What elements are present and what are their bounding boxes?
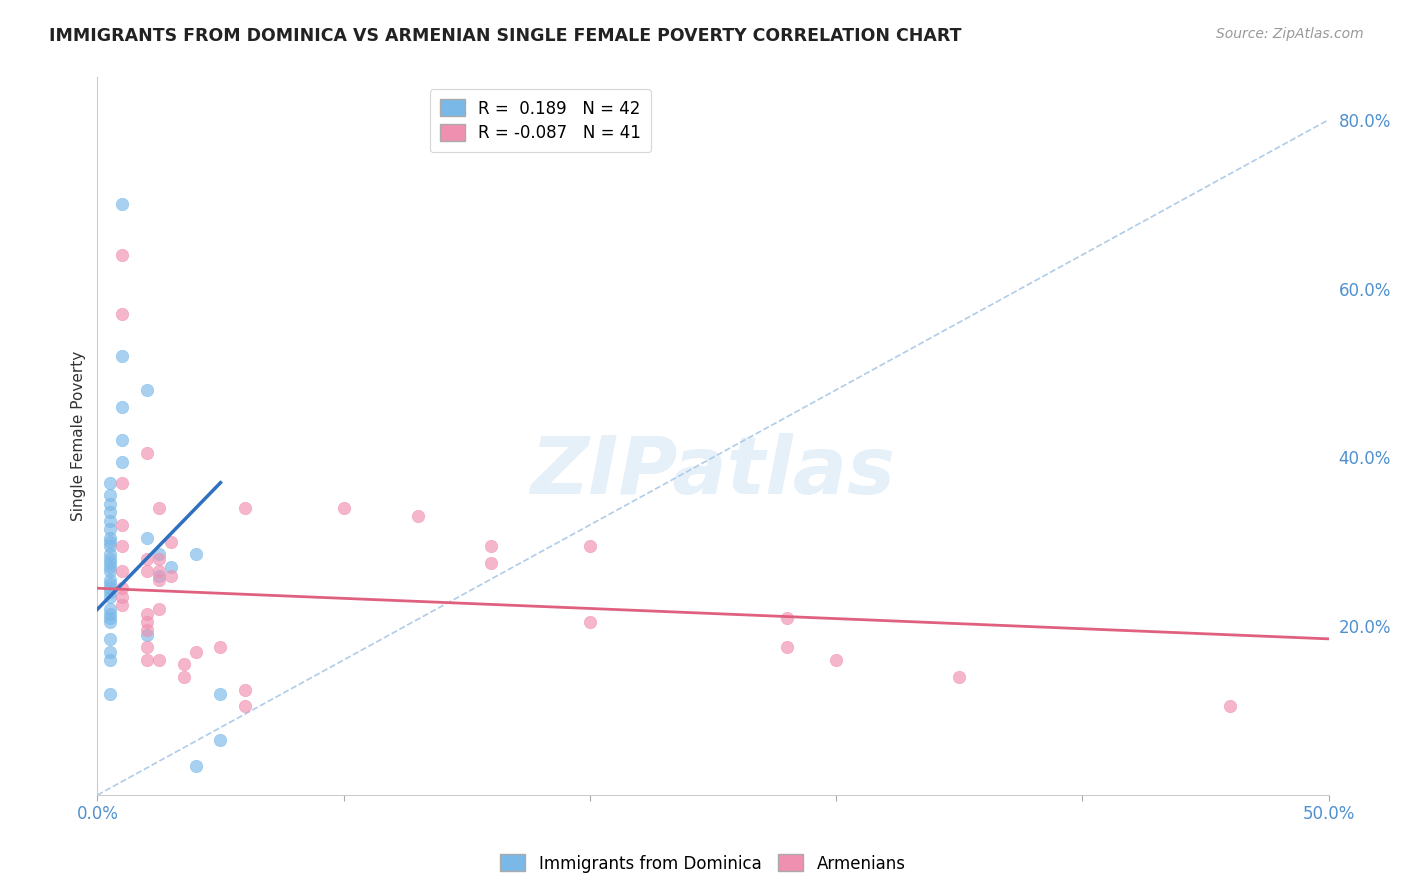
Point: [135, 624, 157, 638]
Point: [148, 573, 170, 587]
Point: [98, 522, 121, 536]
Point: [98, 602, 121, 616]
Point: [184, 548, 207, 562]
Point: [98, 632, 121, 646]
Point: [111, 349, 134, 363]
Point: [98, 556, 121, 570]
Point: [948, 670, 970, 684]
Point: [98, 590, 121, 604]
Point: [332, 501, 354, 516]
Point: [98, 581, 121, 595]
Point: [1219, 699, 1241, 714]
Point: [111, 197, 134, 211]
Point: [98, 607, 121, 621]
Point: [98, 644, 121, 658]
Point: [135, 653, 157, 667]
Point: [135, 383, 157, 397]
Text: ZIPatlas: ZIPatlas: [530, 434, 896, 511]
Point: [135, 640, 157, 655]
Point: [481, 556, 503, 570]
Point: [98, 514, 121, 528]
Point: [98, 585, 121, 599]
Point: [148, 565, 170, 579]
Point: [111, 581, 134, 595]
Point: [135, 627, 157, 641]
Point: [148, 653, 170, 667]
Point: [135, 607, 157, 621]
Point: [233, 699, 256, 714]
Point: [111, 598, 134, 612]
Point: [209, 733, 232, 747]
Point: [209, 640, 232, 655]
Point: [98, 488, 121, 502]
Point: [160, 534, 183, 549]
Point: [98, 615, 121, 629]
Point: [98, 560, 121, 574]
Point: [111, 307, 134, 321]
Point: [776, 611, 799, 625]
Point: [98, 551, 121, 566]
Point: [184, 758, 207, 772]
Point: [111, 539, 134, 553]
Point: [160, 560, 183, 574]
Point: [98, 687, 121, 701]
Point: [209, 687, 232, 701]
Point: [135, 446, 157, 460]
Point: [111, 248, 134, 262]
Point: [233, 501, 256, 516]
Y-axis label: Single Female Poverty: Single Female Poverty: [72, 351, 86, 522]
Point: [148, 551, 170, 566]
Point: [111, 590, 134, 604]
Point: [98, 653, 121, 667]
Point: [98, 505, 121, 519]
Point: [148, 602, 170, 616]
Point: [135, 615, 157, 629]
Point: [111, 565, 134, 579]
Point: [825, 653, 848, 667]
Point: [98, 565, 121, 579]
Point: [481, 539, 503, 553]
Point: [233, 682, 256, 697]
Text: IMMIGRANTS FROM DOMINICA VS ARMENIAN SINGLE FEMALE POVERTY CORRELATION CHART: IMMIGRANTS FROM DOMINICA VS ARMENIAN SIN…: [49, 27, 962, 45]
Point: [98, 475, 121, 490]
Point: [111, 475, 134, 490]
Point: [579, 615, 602, 629]
Point: [173, 657, 195, 672]
Point: [111, 454, 134, 468]
Point: [98, 539, 121, 553]
Point: [135, 551, 157, 566]
Point: [98, 577, 121, 591]
Point: [776, 640, 799, 655]
Point: [111, 517, 134, 532]
Point: [98, 548, 121, 562]
Point: [111, 400, 134, 414]
Point: [148, 501, 170, 516]
Legend: Immigrants from Dominica, Armenians: Immigrants from Dominica, Armenians: [494, 847, 912, 880]
Point: [135, 531, 157, 545]
Point: [579, 539, 602, 553]
Point: [148, 548, 170, 562]
Point: [406, 509, 429, 524]
Point: [184, 644, 207, 658]
Point: [173, 670, 195, 684]
Point: [98, 531, 121, 545]
Point: [160, 568, 183, 582]
Text: Source: ZipAtlas.com: Source: ZipAtlas.com: [1216, 27, 1364, 41]
Point: [98, 497, 121, 511]
Point: [98, 573, 121, 587]
Legend: R =  0.189   N = 42, R = -0.087   N = 41: R = 0.189 N = 42, R = -0.087 N = 41: [430, 89, 651, 153]
Point: [148, 568, 170, 582]
Point: [111, 434, 134, 448]
Point: [98, 611, 121, 625]
Point: [98, 534, 121, 549]
Point: [135, 565, 157, 579]
